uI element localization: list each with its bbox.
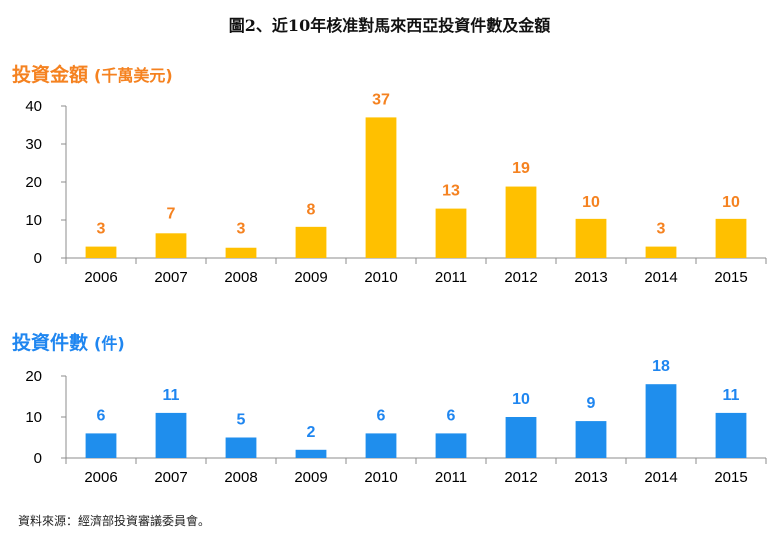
amount-bar [295,226,327,258]
amount-y-tick-label: 10 [25,212,42,229]
amount-data-label: 10 [582,194,600,211]
count-data-label: 6 [447,407,456,424]
amount-x-tick-label: 2013 [574,269,607,286]
count-chart-heading: 投資件數 (件) [12,328,125,355]
count-data-label: 6 [97,407,106,424]
count-y-tick-label: 20 [25,368,42,385]
amount-bar [505,186,537,258]
count-bar [295,449,327,458]
amount-data-label: 8 [307,202,316,219]
amount-y-tick-label: 30 [25,136,42,153]
amount-y-tick-label: 20 [25,174,42,191]
count-bar [225,437,257,458]
amount-x-tick-label: 2012 [504,269,537,286]
amount-data-label: 19 [512,160,530,177]
count-x-tick-label: 2006 [84,469,117,486]
amount-x-tick-label: 2011 [435,269,467,286]
amount-bar [155,233,187,258]
count-data-label: 10 [512,391,530,408]
count-y-tick-label: 10 [25,409,42,426]
investment-count-chart: 0 10 20 6 2006 11 2007 5 2008 2 2009 6 2010 6 2011 10 20… [25,358,767,486]
count-x-tick-label: 2015 [714,469,747,486]
amount-data-label: 10 [722,194,740,211]
amount-heading-unit: (千萬美元) [94,66,173,85]
amount-y-tick-label: 40 [25,98,42,115]
count-heading-text: 投資件數 [12,332,89,354]
amount-x-tick-label: 2009 [294,269,327,286]
amount-data-label: 3 [97,221,106,238]
investment-amount-chart: 0 10 20 30 40 3 2006 7 2007 3 2008 8 2009 37 2010 13 201… [25,91,767,286]
count-x-tick-label: 2011 [435,469,467,486]
amount-x-tick-label: 2015 [714,269,747,286]
amount-x-tick-label: 2014 [644,269,677,286]
count-y-tick-label: 0 [34,450,42,467]
count-x-tick-label: 2010 [364,469,397,486]
count-x-tick-label: 2012 [504,469,537,486]
amount-bar [715,218,747,258]
count-bar [715,412,747,458]
amount-bar [435,208,467,258]
count-x-tick-label: 2013 [574,469,607,486]
source-note: 資料來源：經濟部投資審議委員會。 [18,514,211,528]
amount-chart-heading: 投資金額 (千萬美元) [12,60,173,87]
count-bar [575,421,607,458]
amount-data-label: 3 [657,221,666,238]
count-bar [85,433,117,458]
count-heading-unit: (件) [94,334,125,353]
count-data-label: 9 [587,395,596,412]
amount-data-label: 13 [442,183,460,200]
count-bar [365,433,397,458]
amount-x-tick-label: 2008 [224,269,257,286]
count-data-label: 11 [163,387,180,404]
count-x-tick-label: 2009 [294,469,327,486]
amount-bar [225,247,257,258]
count-bar [505,417,537,458]
count-data-label: 18 [652,358,670,375]
chart-title: 圖2、近10年核准對馬來西亞投資件數及金額 [228,16,551,35]
count-bar [645,384,677,458]
count-x-tick-label: 2007 [154,469,187,486]
count-data-label: 5 [237,412,246,429]
amount-bar [85,246,117,258]
amount-heading-text: 投資金額 [12,64,89,86]
amount-x-tick-label: 2010 [364,269,397,286]
amount-x-tick-label: 2007 [154,269,187,286]
amount-data-label: 3 [237,221,246,238]
amount-bar [645,246,677,258]
amount-data-label: 7 [167,205,176,222]
count-x-tick-label: 2014 [644,469,677,486]
amount-x-tick-label: 2006 [84,269,117,286]
count-x-tick-label: 2008 [224,469,257,486]
count-data-label: 6 [377,407,386,424]
amount-bar [365,117,397,259]
count-bar [155,412,187,458]
count-bar [435,433,467,458]
count-data-label: 2 [307,424,316,441]
amount-data-label: 37 [372,91,390,108]
amount-bar [575,218,607,258]
amount-y-tick-label: 0 [34,250,42,267]
count-data-label: 11 [723,387,740,404]
